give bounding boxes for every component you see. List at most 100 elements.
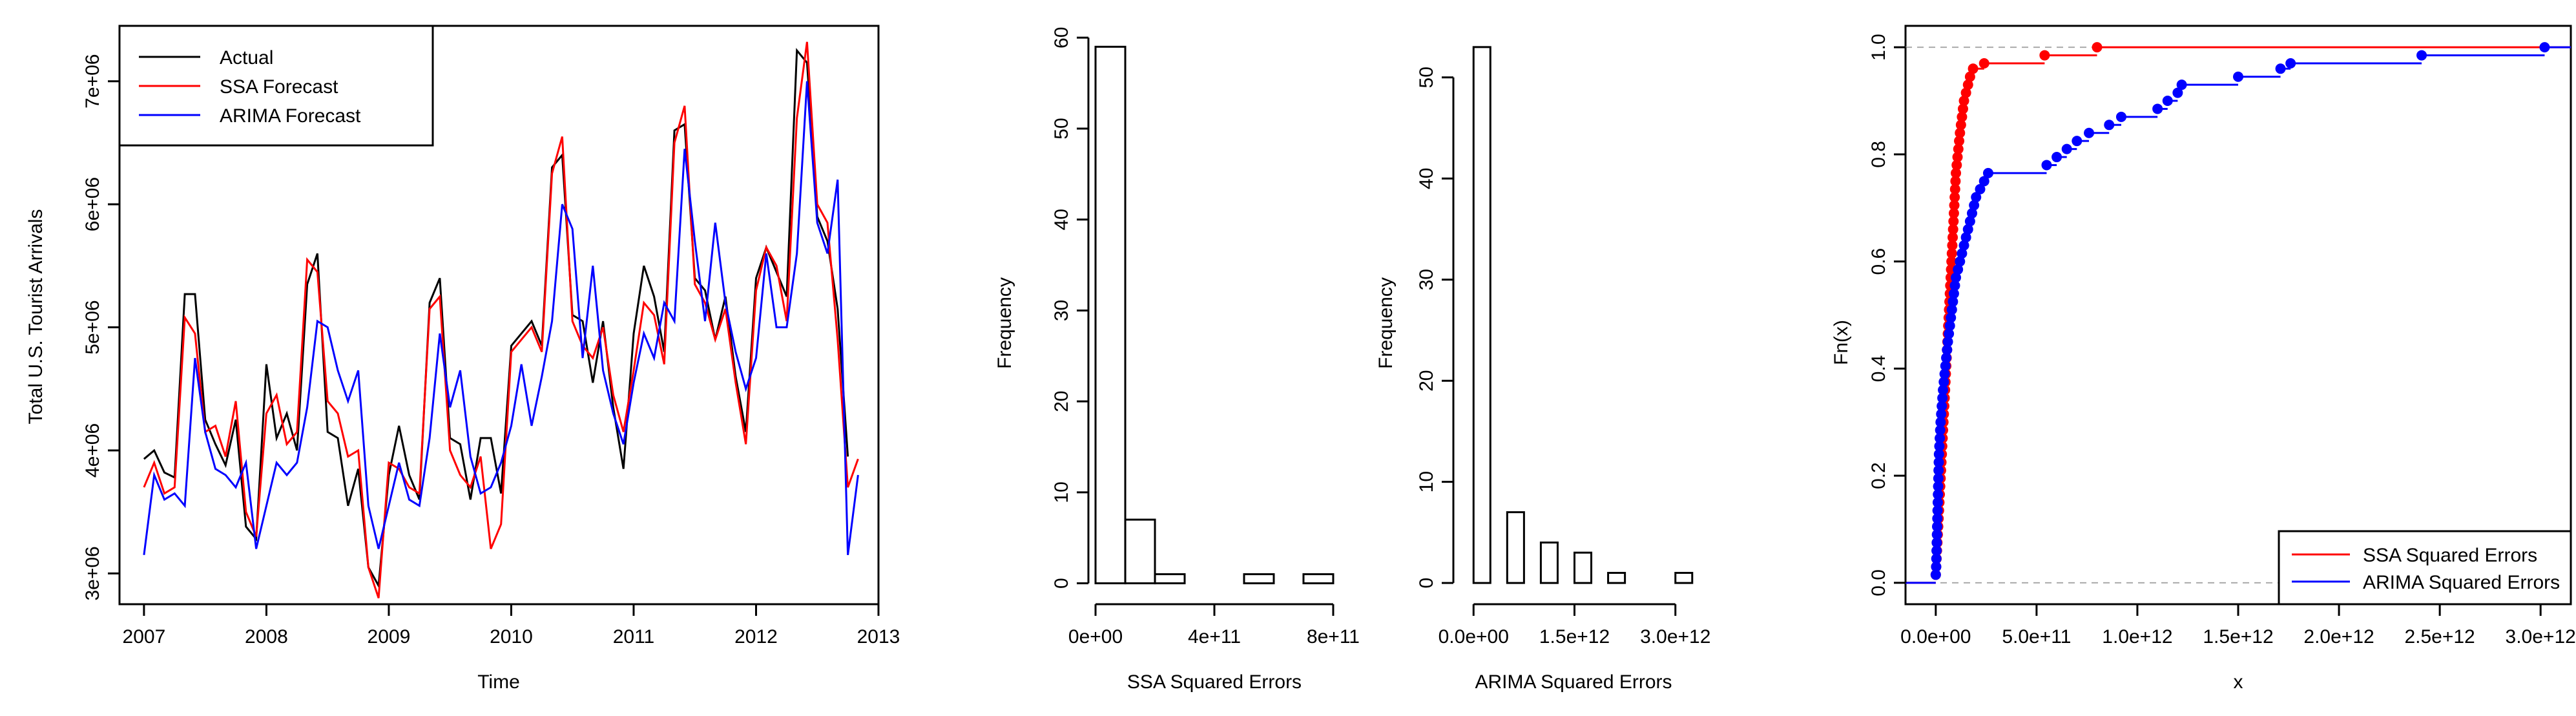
- ecdf-arima-point: [1957, 248, 1968, 259]
- ecdf-arima-point: [1931, 553, 1942, 564]
- arima-histogram-y-tick-label: 30: [1416, 269, 1437, 290]
- arima-histogram-bar: [1506, 511, 1525, 584]
- ecdf-ssa-step-line: [1906, 46, 2571, 584]
- ecdf-ssa-point: [1964, 71, 1975, 82]
- timeseries-x-tick-label: 2009: [368, 626, 411, 648]
- ecdf-ssa-point: [1951, 167, 1962, 178]
- ssa-histogram-bar: [1124, 518, 1156, 585]
- arima-histogram-y-tick-label: 10: [1416, 471, 1437, 492]
- ecdf-ssa-point: [1946, 248, 1957, 259]
- ecdf-arima-point: [1949, 280, 1960, 291]
- arima-histogram-bar: [1574, 551, 1593, 584]
- ecdf-arima-point: [2104, 120, 2115, 131]
- legend-label-actual: Actual: [220, 47, 273, 68]
- ecdf-arima-point: [1933, 489, 1944, 500]
- legend-label-ssa: SSA Forecast: [220, 76, 338, 98]
- ecdf-arima-point: [2285, 58, 2296, 69]
- ssa-histogram-y-tick-label: 10: [1051, 481, 1072, 503]
- ssa-histogram-bar: [1154, 573, 1186, 585]
- ecdf-arima-point: [2176, 79, 2187, 90]
- timeseries-x-tick-label: 2011: [613, 626, 655, 648]
- ecdf-arima-point: [1933, 457, 1944, 468]
- arima-histogram-y-tick-label: 20: [1416, 370, 1437, 392]
- arima-histogram-x-tick-label: 3.0e+12: [1640, 626, 1710, 648]
- ecdf-ssa-point: [1949, 200, 1960, 211]
- ecdf-ssa-point: [1947, 240, 1958, 251]
- ecdf-arima-point: [1938, 377, 1949, 388]
- arima-histogram-bar: [1539, 542, 1559, 584]
- timeseries-x-tick-label: 2010: [490, 626, 533, 648]
- arima-histogram-x-axis-title: ARIMA Squared Errors: [1475, 671, 1672, 693]
- ecdf-ssa-point: [1953, 143, 1964, 154]
- ssa-histogram-x-tick-label: 4e+11: [1188, 626, 1241, 648]
- arima-histogram-x-tick-label: 0.0e+00: [1439, 626, 1509, 648]
- ecdf-legend: SSA Squared Errors ARIMA Squared Errors: [2278, 530, 2572, 605]
- ecdf-arima-point: [1931, 545, 1942, 556]
- ecdf-y-tick-label: 0.4: [1868, 355, 1889, 383]
- ecdf-arima-point: [1935, 417, 1946, 428]
- timeseries-x-tick-label: 2013: [857, 626, 900, 648]
- ecdf-arima-point: [1937, 401, 1948, 412]
- ecdf-series-layer: [1906, 42, 2571, 584]
- timeseries-x-tick-label: 2007: [123, 626, 166, 648]
- ecdf-arima-point: [2072, 136, 2083, 147]
- ecdf-ssa-point: [1954, 136, 1965, 147]
- ecdf-arima-point: [2152, 103, 2163, 114]
- ecdf-arima-point: [1932, 505, 1943, 516]
- ecdf-ssa-point: [1968, 63, 1979, 74]
- ecdf-ssa-point: [1951, 160, 1962, 171]
- ecdf-ssa-point: [1948, 216, 1959, 227]
- ecdf-ssa-point: [1949, 192, 1960, 203]
- ecdf-ssa-point: [1957, 103, 1968, 114]
- ecdf-arima-point: [1932, 521, 1943, 532]
- ecdf-arima-point: [1958, 240, 1969, 251]
- ecdf-arima-point: [1979, 176, 1989, 187]
- ecdf-arima-point: [2084, 127, 2095, 138]
- ssa-forecast-line: [143, 41, 859, 598]
- timeseries-x-tick-label: 2012: [734, 626, 778, 648]
- ecdf-arima-point: [1940, 361, 1951, 372]
- arima-histogram-bars: [1472, 46, 1694, 584]
- ecdf-arima-point: [1932, 513, 1943, 524]
- ecdf-ssa-point: [1962, 79, 1973, 90]
- ecdf-arima-point: [1934, 441, 1945, 452]
- timeseries-y-axis-title: Total U.S. Tourist Arrivals: [25, 209, 47, 425]
- ecdf-arima-point: [2061, 143, 2072, 154]
- ecdf-ssa-point: [1955, 120, 1966, 131]
- ecdf-ssa-point: [1948, 208, 1959, 219]
- ecdf-arima-point: [1955, 256, 1966, 267]
- ecdf-arima-point: [1932, 497, 1943, 508]
- ecdf-arima-point: [1951, 272, 1962, 283]
- ecdf-ssa-point: [1979, 58, 1989, 69]
- ecdf-x-tick-label: 2.0e+12: [2303, 626, 2374, 648]
- ecdf-plot-frame: [1904, 25, 2572, 605]
- ecdf-arima-point: [1935, 425, 1946, 436]
- ssa-histogram-x-tick-label: 0e+00: [1068, 626, 1123, 648]
- ecdf-ssa-point: [1948, 224, 1958, 235]
- ssa-histogram-y-tick-label: 50: [1051, 118, 1072, 139]
- ecdf-ssa-point: [1958, 96, 1969, 107]
- ssa-histogram-y-tick-label: 20: [1051, 390, 1072, 412]
- ecdf-legend-box: [2278, 530, 2572, 605]
- ecdf-ssa-point: [1950, 176, 1961, 187]
- ecdf-ssa-point: [1949, 184, 1960, 195]
- ssa-histogram-axes: 0e+00 4e+11 8e+11 0 10 20 30 40 50 60: [1051, 27, 1360, 648]
- ecdf-y-tick-label: 0.2: [1868, 462, 1889, 489]
- ecdf-arima-point: [1933, 465, 1944, 476]
- ecdf-arima-point: [1962, 224, 1973, 235]
- ssa-histogram-bar: [1094, 45, 1127, 585]
- ecdf-arima-point: [1933, 448, 1944, 459]
- legend-label-ssa-errors: SSA Squared Errors: [2363, 545, 2537, 566]
- timeseries-y-tick-label: 4e+06: [82, 423, 103, 478]
- ecdf-arima-point: [1946, 304, 1957, 315]
- ecdf-x-tick-label: 5.0e+11: [2002, 626, 2071, 648]
- ecdf-panel: 0.0e+00 5.0e+11 1.0e+12 1.5e+12 2.0e+12 2.5e+…: [1831, 25, 2576, 693]
- arima-histogram-y-axis-title: Frequency: [1375, 277, 1397, 369]
- ecdf-arima-point: [1948, 296, 1958, 307]
- ecdf-x-tick-label: 0.0e+00: [1900, 626, 1971, 648]
- ecdf-arima-point: [1971, 192, 1982, 203]
- timeseries-y-tick-label: 3e+06: [82, 546, 103, 600]
- ecdf-arima-point: [1944, 321, 1955, 332]
- ecdf-arima-point: [1942, 344, 1953, 355]
